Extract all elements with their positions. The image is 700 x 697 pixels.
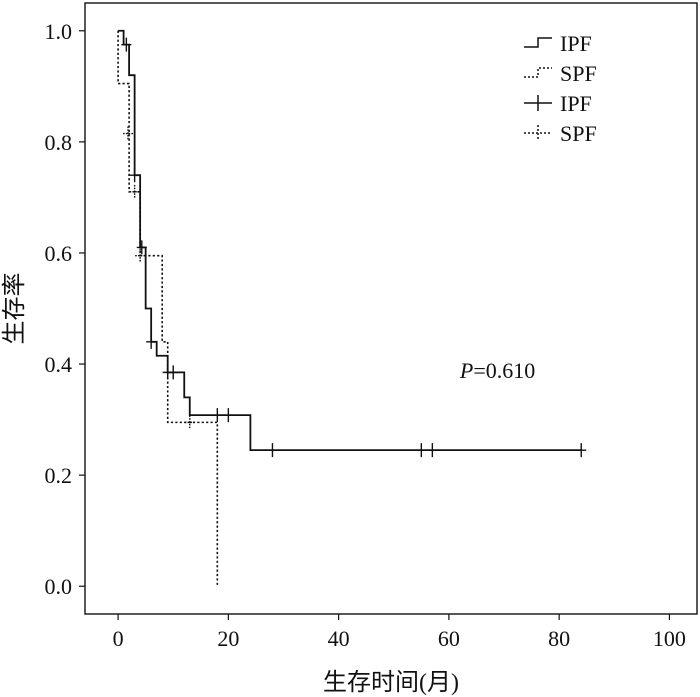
- x-tick-label: 100: [653, 626, 686, 651]
- legend-symbol-censored: [524, 125, 552, 141]
- x-tick-label: 60: [438, 626, 460, 651]
- y-axis-title: 生存率: [1, 273, 28, 345]
- censor-mark-spf: [184, 415, 195, 430]
- p-value-annotation: P=0.610: [459, 358, 535, 383]
- legend: IPF SPF IPF SPF: [524, 31, 597, 146]
- y-tick-label: 0.0: [45, 574, 73, 599]
- censor-mark-ipf: [223, 408, 234, 423]
- legend-label: IPF: [560, 91, 592, 116]
- x-tick-label: 0: [113, 626, 124, 651]
- censor-mark-ipf: [168, 365, 179, 380]
- censor-mark-spf: [123, 126, 134, 141]
- y-tick-label: 1.0: [45, 19, 73, 44]
- legend-label: IPF: [560, 31, 592, 56]
- plot-frame: [84, 2, 698, 615]
- legend-label: SPF: [560, 121, 597, 146]
- plot-area: [117, 29, 587, 587]
- series-line-ipf-0: [118, 29, 582, 452]
- censor-mark-ipf: [427, 443, 438, 458]
- legend-symbol-censored: [524, 95, 552, 111]
- x-tick-label: 80: [548, 626, 570, 651]
- legend-symbol-survival-function: [524, 37, 552, 48]
- censor-mark-ipf: [129, 168, 140, 183]
- censor-mark-ipf: [121, 37, 132, 52]
- y-tick-label: 0.6: [45, 241, 73, 266]
- y-tick-label: 0.4: [45, 352, 73, 377]
- y-tick-label: 0.8: [45, 130, 73, 155]
- x-tick-label: 40: [328, 626, 350, 651]
- censor-mark-spf: [135, 248, 146, 263]
- p-value-text: P=0.610: [459, 358, 535, 383]
- censor-mark-ipf: [146, 334, 157, 349]
- legend-label: SPF: [560, 61, 597, 86]
- series-line-spf-1: [117, 30, 219, 587]
- y-tick-label: 0.2: [45, 463, 73, 488]
- p-value-number: =0.610: [473, 358, 535, 383]
- legend-symbol-survival-function: [524, 67, 552, 78]
- censor-mark-ipf: [212, 408, 223, 423]
- x-axis-title: 生存时间(月): [323, 669, 459, 696]
- censor-mark-ipf: [416, 443, 427, 458]
- p-value-symbol: P: [459, 358, 473, 383]
- censor-mark-ipf: [576, 443, 587, 458]
- censor-mark-spf: [129, 184, 140, 199]
- censor-mark-ipf: [136, 240, 147, 255]
- censor-mark-ipf: [267, 443, 278, 458]
- x-tick-label: 20: [217, 626, 239, 651]
